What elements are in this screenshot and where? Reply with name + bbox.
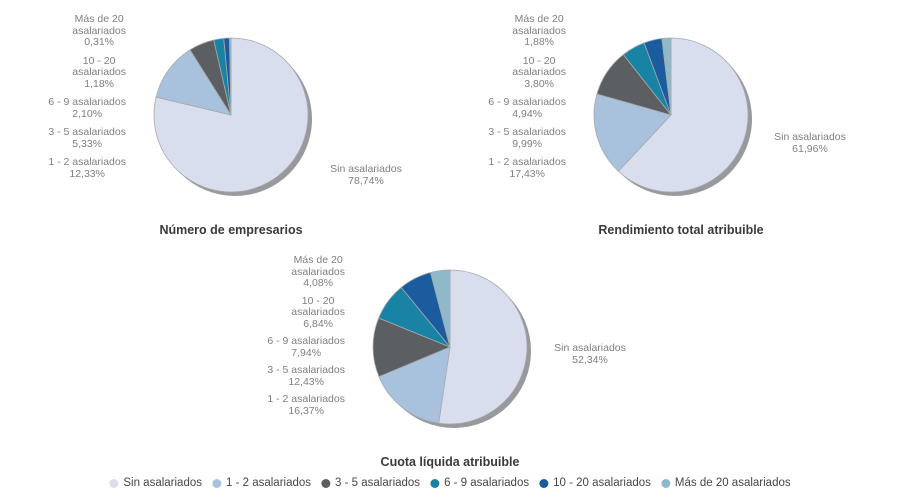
pie-slice-1-2-asalariados[interactable]: [155, 49, 232, 116]
slice-label: 6 - 9 asalariados 2,10%: [48, 96, 126, 120]
pie-slice-1-2-asalariados[interactable]: [378, 346, 451, 424]
slice-label: 3 - 5 asalariados 12,43%: [267, 364, 345, 388]
legend-label: Más de 20 asalariados: [674, 477, 791, 489]
slice-label-sin-asalariados: Sin asalariados 61,96%: [774, 131, 846, 155]
pie-slice-sin-asalariados[interactable]: [438, 269, 528, 425]
chart-title: Número de empresarios: [159, 223, 303, 237]
slice-label: 1 - 2 asalariados 17,43%: [488, 156, 566, 180]
pie-graphic: [593, 37, 752, 196]
slice-label: 3 - 5 asalariados 5,33%: [48, 126, 126, 150]
slice-label: 10 - 20 asalariados 1,18%: [72, 54, 126, 90]
legend-item-10-20-asalariados[interactable]: 10 - 20 asalariados: [539, 477, 651, 489]
legend-item-1-2-asalariados[interactable]: 1 - 2 asalariados: [212, 477, 311, 489]
legend-item-3-5-asalariados[interactable]: 3 - 5 asalariados: [321, 477, 420, 489]
legend-label: Sin asalariados: [123, 477, 203, 489]
slice-labels-left: Más de 20 asalariados 1,88% 10 - 20 asala…: [440, 13, 566, 180]
chart-title: Rendimiento total atribuible: [598, 223, 764, 237]
slice-label: 6 - 9 asalariados 4,94%: [488, 96, 566, 120]
slice-label-sin-asalariados: Sin asalariados 52,34%: [554, 342, 626, 366]
pie-slice-3-5-asalariados[interactable]: [372, 317, 451, 378]
pie-slice-1-2-asalariados[interactable]: [593, 93, 672, 172]
pie-slice-sin-asalariados[interactable]: [618, 37, 749, 193]
pie-graphic: [372, 269, 531, 428]
pie-slice-mas-de-20-asalariados[interactable]: [430, 269, 451, 348]
legend-item-mas-de-20-asalariados[interactable]: Más de 20 asalariados: [660, 477, 791, 489]
slice-label: 3 - 5 asalariados 9,99%: [488, 126, 566, 150]
legend-label: 1 - 2 asalariados: [226, 477, 312, 489]
legend-item-sin-asalariados[interactable]: Sin asalariados: [109, 477, 202, 489]
slice-label: Más de 20 asalariados 1,88%: [512, 13, 566, 48]
slice-label: Más de 20 asalariados 0,31%: [72, 13, 126, 48]
slice-label: 6 - 9 asalariados 7,94%: [267, 335, 345, 359]
pie-chart-cuota-liquida-atribuible: Más de 20 asalariados 4,08% 10 - 20 asala…: [219, 232, 669, 477]
slice-label: 10 - 20 asalariados 3,80%: [512, 54, 566, 90]
legend-label: 3 - 5 asalariados: [335, 477, 421, 489]
legend-item-6-9-asalariados[interactable]: 6 - 9 asalariados: [430, 477, 529, 489]
legend-dot-icon: [321, 478, 331, 488]
legend-label: 6 - 9 asalariados: [444, 477, 530, 489]
slice-label-sin-asalariados: Sin asalariados 78,74%: [330, 163, 402, 187]
legend-dot-icon: [660, 478, 670, 488]
slice-labels-left: Más de 20 asalariados 0,31% 10 - 20 asala…: [0, 13, 126, 180]
pie-slice-mas-de-20-asalariados[interactable]: [229, 37, 232, 116]
pie-slice-mas-de-20-asalariados[interactable]: [661, 37, 672, 116]
slice-label: 1 - 2 asalariados 16,37%: [267, 393, 345, 417]
legend-label: 10 - 20 asalariados: [553, 477, 651, 489]
legend: Sin asalariados 1 - 2 asalariados 3 - 5 as…: [109, 477, 791, 489]
slice-label: 1 - 2 asalariados 12,33%: [48, 156, 126, 180]
legend-dot-icon: [109, 478, 119, 488]
chart-title: Cuota líquida atribuible: [380, 455, 520, 469]
pie-graphic: [153, 37, 312, 196]
legend-dot-icon: [212, 478, 222, 488]
slice-labels-left: Más de 20 asalariados 4,08% 10 - 20 asala…: [219, 254, 345, 417]
legend-dot-icon: [430, 478, 440, 488]
slice-label: Más de 20 asalariados 4,08%: [291, 254, 345, 289]
pie-chart-numero-de-empresarios: Más de 20 asalariados 0,31% 10 - 20 asala…: [0, 0, 450, 245]
slice-label: 10 - 20 asalariados 6,84%: [291, 294, 345, 330]
legend-dot-icon: [539, 478, 549, 488]
pie-chart-rendimiento-total-atribuible: Más de 20 asalariados 1,88% 10 - 20 asala…: [440, 0, 890, 245]
